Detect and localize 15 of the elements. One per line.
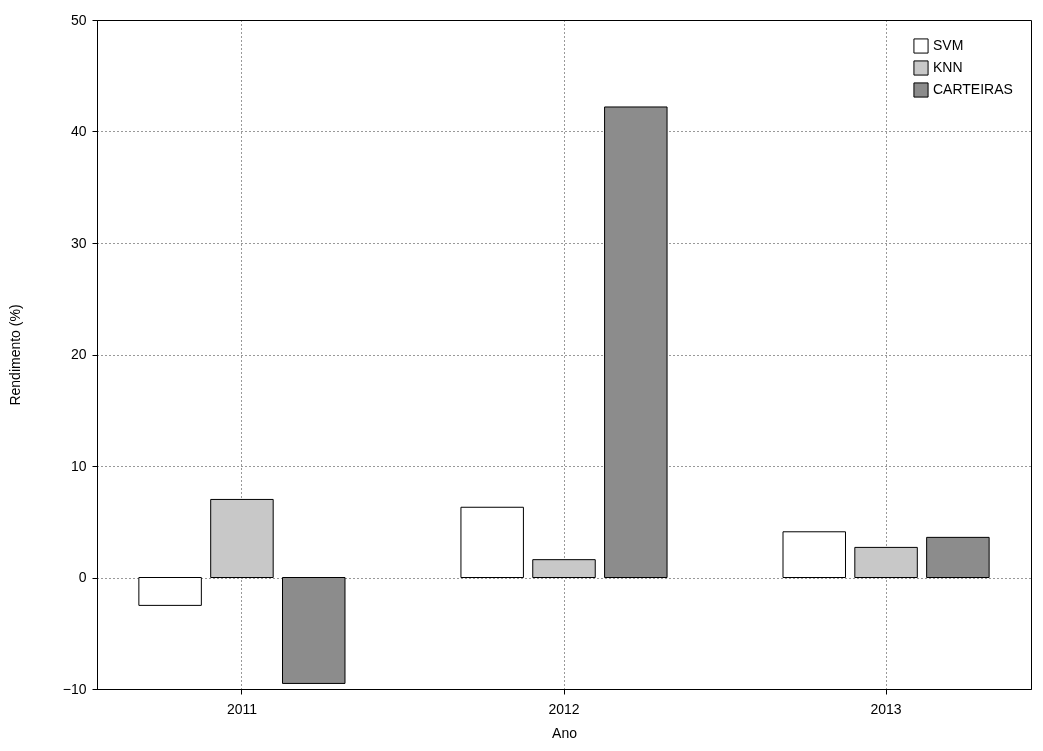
legend-label: KNN (933, 59, 963, 75)
y-tick-label: 40 (70, 123, 87, 139)
x-tick-label: 2013 (870, 700, 902, 717)
y-axis-title: Rendimento (%) (6, 304, 23, 406)
x-tick-label: 2012 (548, 700, 580, 717)
y-tick-label: 50 (70, 11, 87, 28)
x-axis-title: Ano (552, 724, 578, 741)
y-tick-label: 0 (78, 569, 87, 585)
y-tick-label: 10 (70, 457, 87, 474)
y-tick-label: 20 (70, 346, 87, 362)
y-tick-label: −10 (62, 680, 87, 697)
legend-label: CARTEIRAS (933, 81, 1013, 97)
y-tick-label: 30 (70, 234, 87, 251)
x-tick-label: 2011 (226, 700, 258, 717)
legend-label: SVM (933, 37, 964, 53)
